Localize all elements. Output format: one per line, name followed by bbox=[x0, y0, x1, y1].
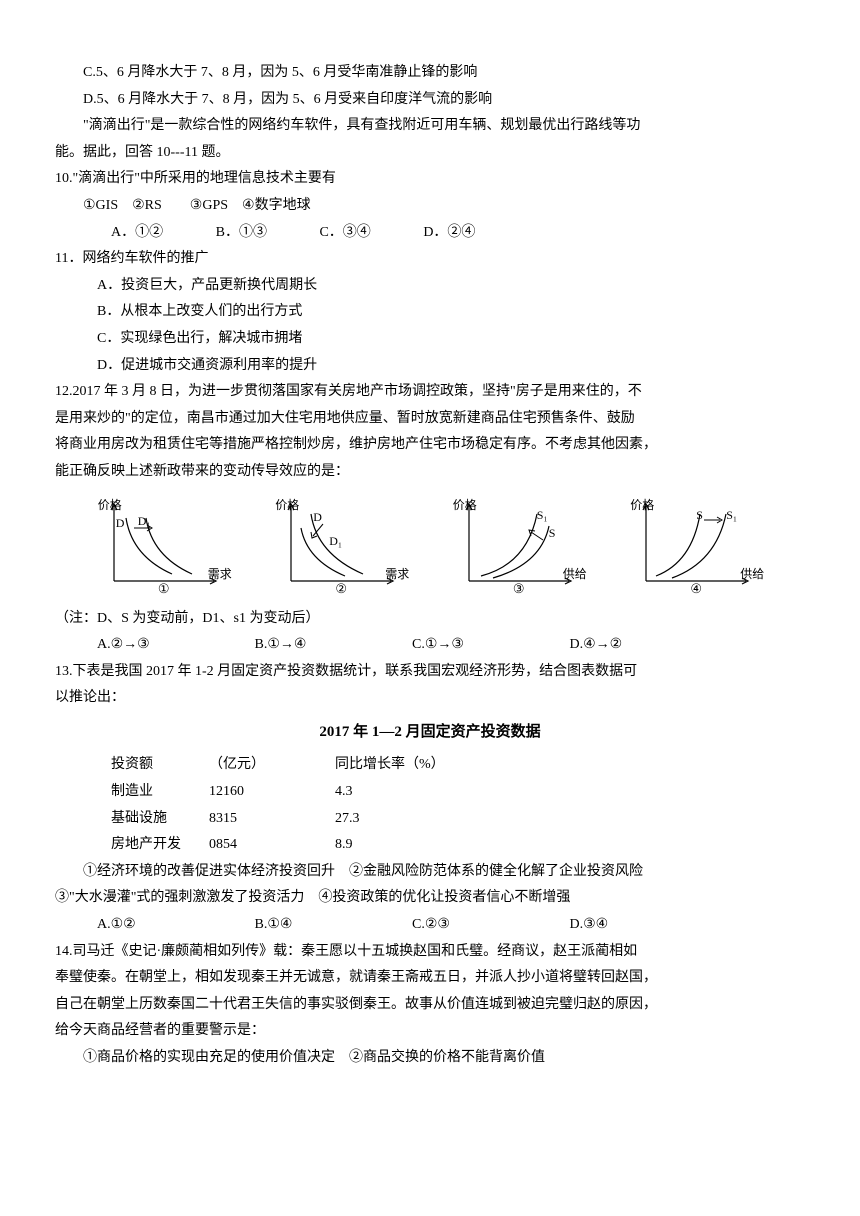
q11-opt-b: B．从根本上改变人们的出行方式 bbox=[55, 299, 805, 326]
q11-opt-c: C．实现绿色出行，解决城市拥堵 bbox=[55, 326, 805, 353]
q10-opt-a: A．①② bbox=[111, 220, 163, 247]
chart-3-s1-label: S₁ bbox=[537, 504, 548, 527]
q13-line2: 以推论出： bbox=[55, 685, 805, 712]
q14-line3: 自己在朝堂上历数秦国二十代君王失信的事实驳倒秦王。故事从价值连城到被迫完璧归赵的… bbox=[55, 992, 805, 1019]
table-cell: 房地产开发 bbox=[111, 832, 209, 859]
chart-2-ylabel: 价格 bbox=[275, 494, 299, 517]
q10-options: A．①② B．①③ C．③④ D．②④ bbox=[55, 220, 805, 247]
q13-opt-b: B.①④ bbox=[255, 912, 409, 939]
table-cell: 0854 bbox=[209, 832, 335, 859]
q13-line1: 13.下表是我国 2017 年 1-2 月固定资产投资数据统计，联系我国宏观经济… bbox=[55, 659, 805, 686]
chart-1-num: ① bbox=[158, 577, 170, 602]
q12-charts: 价格 D D₁ 需求 ① 价格 D D₁ 需求 bbox=[55, 496, 805, 596]
q12-line4: 能正确反映上述新政带来的变动传导效应的是： bbox=[55, 459, 805, 486]
q14-items: ①商品价格的实现由充足的使用价值决定 ②商品交换的价格不能背离价值 bbox=[55, 1045, 805, 1072]
q12-options: A.②→③ B.①→④ C.①→③ D.④→② bbox=[55, 632, 805, 659]
chart-2: 价格 D D₁ 需求 ② bbox=[271, 496, 411, 596]
chart-2-num: ② bbox=[335, 577, 347, 602]
q14-line1: 14.司马迁《史记·廉颇蔺相如列传》载：秦王愿以十五城换赵国和氏璧。经商议，赵王… bbox=[55, 939, 805, 966]
q12-note: （注：D、S 为变动前，D1、s1 为变动后） bbox=[55, 606, 805, 633]
q14-line2: 奉璧使秦。在朝堂上，相如发现秦王并无诚意，就请秦王斋戒五日，并派人抄小道将璧转回… bbox=[55, 965, 805, 992]
q10-opt-b: B．①③ bbox=[216, 220, 267, 247]
chart-2-d1-label: D₁ bbox=[329, 530, 342, 553]
chart-3-num: ③ bbox=[513, 577, 525, 602]
table-cell: 4.3 bbox=[335, 779, 475, 806]
table-cell: 8.9 bbox=[335, 832, 475, 859]
chart-3: 价格 S₁ S 供给 ③ bbox=[449, 496, 589, 596]
q12-opt-d: D.④→② bbox=[570, 632, 724, 659]
table-cell: 8315 bbox=[209, 806, 335, 833]
q13-items-line1: ①经济环境的改善促进实体经济投资回升 ②金融风险防范体系的健全化解了企业投资风险 bbox=[55, 859, 805, 886]
q13-items-line2: ③"大水漫灌"式的强刺激激发了投资活力 ④投资政策的优化让投资者信心不断增强 bbox=[55, 885, 805, 912]
table-cell: 制造业 bbox=[111, 779, 209, 806]
table-row: 基础设施 8315 27.3 bbox=[111, 806, 805, 833]
table-row: 房地产开发 0854 8.9 bbox=[111, 832, 805, 859]
chart-3-ylabel: 价格 bbox=[453, 494, 477, 517]
table-cell: 12160 bbox=[209, 779, 335, 806]
q12-line1: 12.2017 年 3 月 8 日，为进一步贯彻落国家有关房地产市场调控政策，坚… bbox=[55, 379, 805, 406]
q14-line4: 给今天商品经营者的重要警示是： bbox=[55, 1018, 805, 1045]
q13-table-title: 2017 年 1—2 月固定资产投资数据 bbox=[55, 718, 805, 747]
q13-opt-c: C.②③ bbox=[412, 912, 566, 939]
q12-line2: 是用来炒的"的定位，南昌市通过加大住宅用地供应量、暂时放宽新建商品住宅预售条件、… bbox=[55, 406, 805, 433]
q10-opt-c: C．③④ bbox=[319, 220, 370, 247]
chart-4-num: ④ bbox=[690, 577, 702, 602]
table-header-c2: （亿元） bbox=[209, 752, 335, 779]
q12-opt-b: B.①→④ bbox=[255, 632, 409, 659]
q13-opt-d: D.③④ bbox=[570, 912, 724, 939]
chart-3-xlabel: 供给 bbox=[563, 563, 587, 586]
table-row: 制造业 12160 4.3 bbox=[111, 779, 805, 806]
chart-4-s1-label: S₁ bbox=[726, 504, 737, 527]
q11-stem: 11．网络约车软件的推广 bbox=[55, 246, 805, 273]
chart-1-d-label: D bbox=[116, 512, 125, 535]
q13-opt-a: A.①② bbox=[97, 912, 251, 939]
q12-line3: 将商业用房改为租赁住宅等措施严格控制炒房，维护房地产住宅市场稳定有序。不考虑其他… bbox=[55, 432, 805, 459]
q9-option-d: D.5、6 月降水大于 7、8 月，因为 5、6 月受来自印度洋气流的影响 bbox=[55, 87, 805, 114]
q12-opt-c: C.①→③ bbox=[412, 632, 566, 659]
q10-stem: 10."滴滴出行"中所采用的地理信息技术主要有 bbox=[55, 166, 805, 193]
q10-opt-d: D．②④ bbox=[423, 220, 475, 247]
chart-2-d-label: D bbox=[313, 506, 322, 529]
table-header: 投资额 （亿元） 同比增长率（%） bbox=[111, 752, 805, 779]
table-cell: 27.3 bbox=[335, 806, 475, 833]
chart-1-d1-label: D₁ bbox=[138, 510, 151, 533]
q11-opt-d: D．促进城市交通资源利用率的提升 bbox=[55, 353, 805, 380]
table-header-c1: 投资额 bbox=[111, 752, 209, 779]
chart-3-s-label: S bbox=[549, 522, 556, 545]
q13-table: 投资额 （亿元） 同比增长率（%） 制造业 12160 4.3 基础设施 831… bbox=[111, 752, 805, 858]
chart-2-xlabel: 需求 bbox=[385, 563, 409, 586]
q12-opt-a: A.②→③ bbox=[97, 632, 251, 659]
chart-4-xlabel: 供给 bbox=[740, 563, 764, 586]
chart-1: 价格 D D₁ 需求 ① bbox=[94, 496, 234, 596]
table-header-c3: 同比增长率（%） bbox=[335, 752, 475, 779]
passage-10-11-line2: 能。据此，回答 10---11 题。 bbox=[55, 140, 805, 167]
table-cell: 基础设施 bbox=[111, 806, 209, 833]
passage-10-11-line1: "滴滴出行"是一款综合性的网络约车软件，具有查找附近可用车辆、规划最优出行路线等… bbox=[55, 113, 805, 140]
q13-options: A.①② B.①④ C.②③ D.③④ bbox=[55, 912, 805, 939]
q9-option-c: C.5、6 月降水大于 7、8 月，因为 5、6 月受华南准静止锋的影响 bbox=[55, 60, 805, 87]
q11-opt-a: A．投资巨大，产品更新换代周期长 bbox=[55, 273, 805, 300]
chart-1-xlabel: 需求 bbox=[208, 563, 232, 586]
chart-4: 价格 S S₁ 供给 ④ bbox=[626, 496, 766, 596]
chart-4-ylabel: 价格 bbox=[630, 494, 654, 517]
chart-4-s-label: S bbox=[696, 504, 703, 527]
q10-items: ①GIS ②RS ③GPS ④数字地球 bbox=[55, 193, 805, 220]
